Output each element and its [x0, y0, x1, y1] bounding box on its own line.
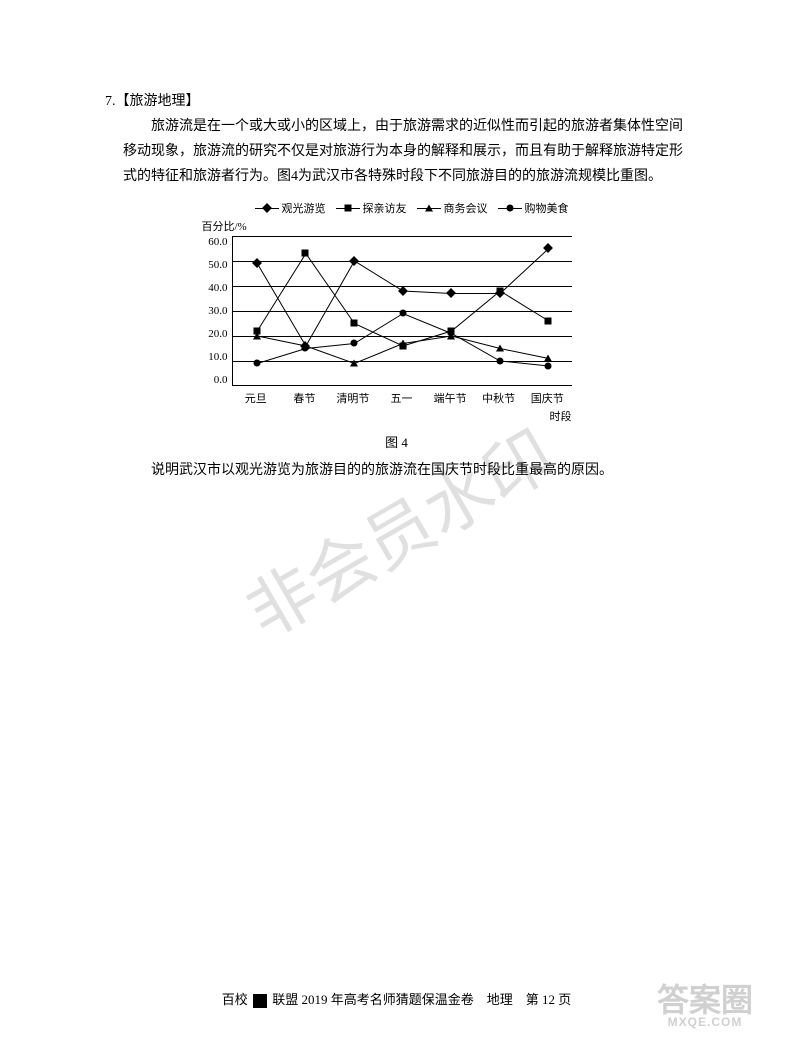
chart: 观光游览 探亲访友 商务会议 购物美食 百分比/% 60.0 50.0 40.0…	[202, 200, 592, 451]
diamond-icon	[262, 203, 272, 213]
y-tick: 50.0	[202, 259, 228, 271]
y-tick: 30.0	[202, 305, 228, 317]
square-icon	[344, 204, 351, 211]
footer-left: 百校	[222, 992, 248, 1007]
y-tick: 10.0	[202, 351, 228, 363]
footer-right: 2019 年高考名师猜题保温金卷 地理 第 12 页	[302, 992, 572, 1007]
data-point	[496, 345, 504, 352]
data-point	[496, 357, 503, 364]
question-prompt: 说明武汉市以观光游览为旅游目的的旅游流在国庆节时段比重最高的原因。	[123, 459, 688, 479]
data-point	[399, 340, 407, 347]
legend-label-2: 商务会议	[444, 200, 488, 216]
legend-label-1: 探亲访友	[363, 200, 407, 216]
corner-watermark: 答案圈 MXQE.COM	[657, 984, 753, 1028]
x-tick: 端午节	[426, 390, 475, 406]
x-tick: 清明节	[329, 390, 378, 406]
legend-label-0: 观光游览	[282, 200, 326, 216]
circle-icon	[506, 204, 513, 211]
y-tick: 20.0	[202, 328, 228, 340]
data-point	[448, 330, 455, 337]
question-number: 7.	[105, 94, 116, 109]
data-point	[399, 310, 406, 317]
question-paragraph: 旅游流是在一个或大或小的区域上，由于旅游需求的近似性而引起的旅游者集体性空间移动…	[123, 114, 688, 190]
x-tick: 春节	[280, 390, 329, 406]
x-axis: 元旦 春节 清明节 五一 端午节 中秋节 国庆节	[232, 390, 572, 406]
data-point	[253, 360, 260, 367]
legend-item-1: 探亲访友	[336, 200, 407, 216]
legend-label-3: 购物美食	[525, 200, 569, 216]
footer-mid: 联盟	[272, 992, 298, 1007]
x-tick: 国庆节	[523, 390, 572, 406]
y-tick: 40.0	[202, 282, 228, 294]
y-axis: 60.0 50.0 40.0 30.0 20.0 10.0 0.0	[202, 236, 232, 386]
x-tick: 五一	[377, 390, 426, 406]
figure-label: 图 4	[202, 432, 592, 451]
y-axis-label: 百分比/%	[202, 218, 592, 234]
y-tick: 60.0	[202, 236, 228, 248]
data-point	[545, 362, 552, 369]
legend-item-3: 购物美食	[498, 200, 569, 216]
chart-legend: 观光游览 探亲访友 商务会议 购物美食	[232, 200, 592, 216]
question-header: 7.【旅游地理】	[105, 90, 688, 110]
data-point	[544, 355, 552, 362]
chart-area: 60.0 50.0 40.0 30.0 20.0 10.0 0.0	[202, 236, 592, 386]
data-point	[496, 287, 503, 294]
corner-main: 答案圈	[657, 982, 753, 1018]
data-point	[350, 320, 357, 327]
data-point	[545, 317, 552, 324]
footer-logo-icon	[253, 994, 267, 1008]
data-point	[350, 340, 357, 347]
x-tick: 中秋节	[474, 390, 523, 406]
legend-item-2: 商务会议	[417, 200, 488, 216]
data-point	[302, 345, 309, 352]
y-tick: 0.0	[202, 374, 228, 386]
question-tag: 【旅游地理】	[116, 94, 200, 109]
corner-sub: MXQE.COM	[657, 1016, 753, 1028]
x-axis-sublabel: 时段	[232, 408, 572, 424]
data-point	[350, 360, 358, 367]
chart-plot	[232, 236, 572, 386]
x-tick: 元旦	[232, 390, 281, 406]
legend-item-0: 观光游览	[255, 200, 326, 216]
triangle-icon	[425, 204, 433, 211]
data-point	[253, 332, 261, 339]
data-point	[302, 250, 309, 257]
